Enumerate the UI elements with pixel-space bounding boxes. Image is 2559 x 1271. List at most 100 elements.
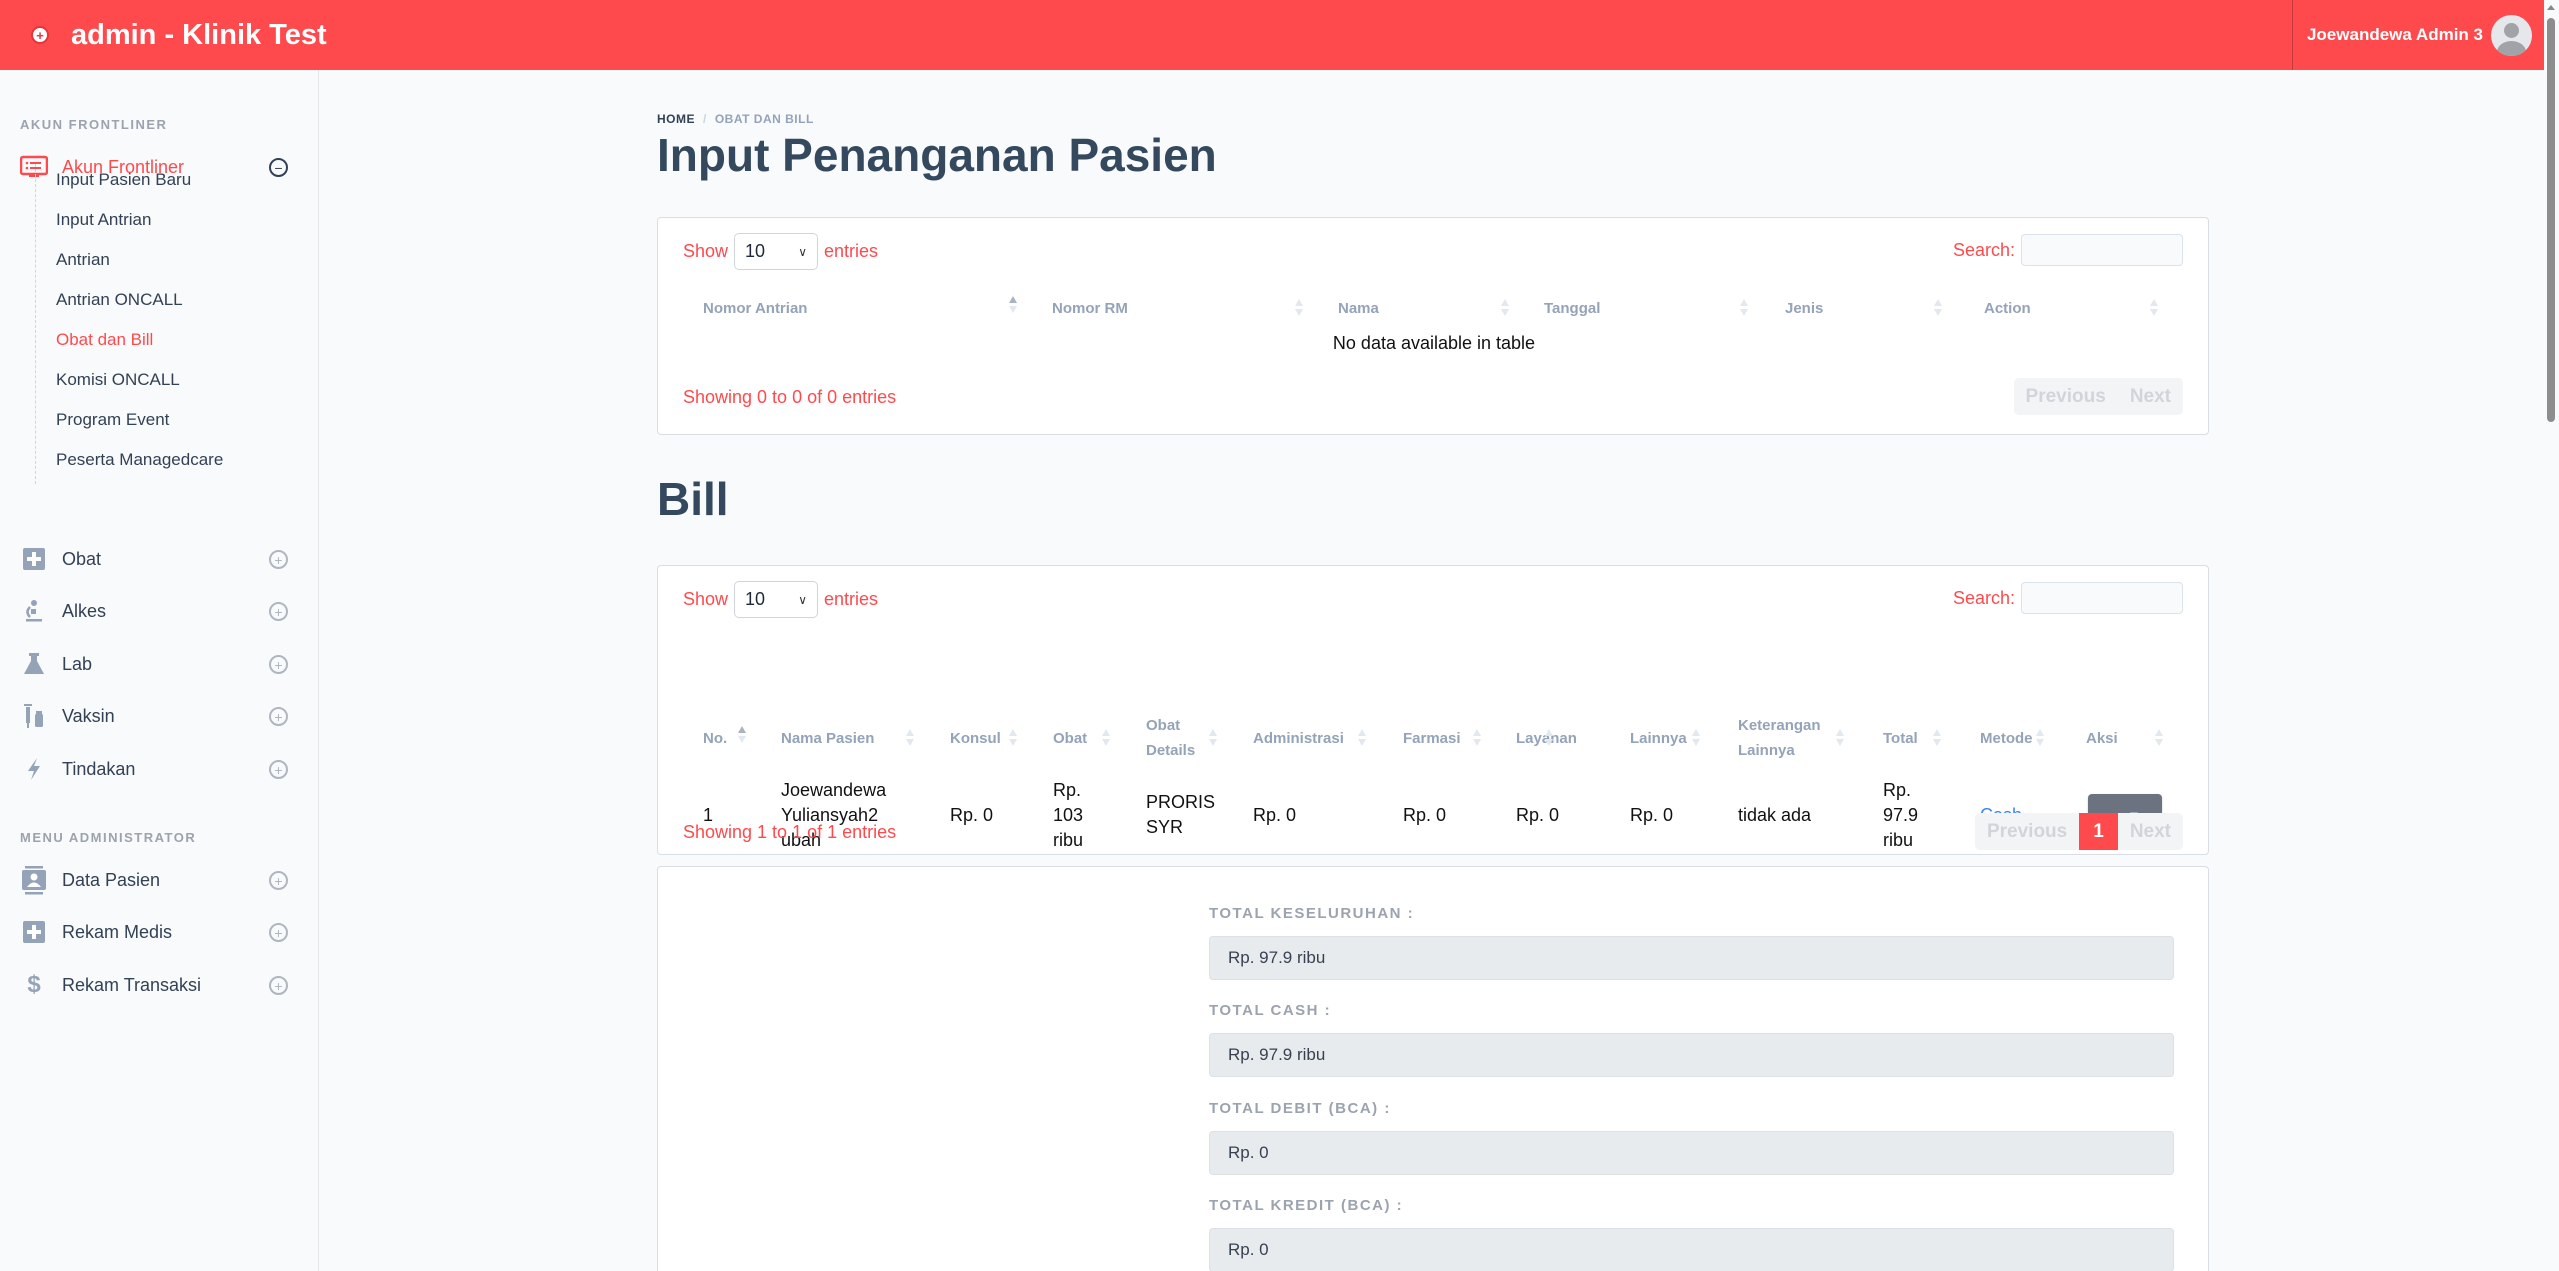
sort-icon[interactable]	[1473, 729, 1481, 747]
col-keterangan-lainnya[interactable]: Keterangan Lainnya	[1738, 717, 1821, 759]
queue-entries-select[interactable]: 10 ∨	[734, 233, 819, 270]
plus-circle-icon[interactable]: +	[269, 923, 288, 942]
sidebar-subitem-antrian-oncall[interactable]: Antrian ONCALL	[56, 290, 183, 309]
col-action[interactable]: Action	[1984, 300, 2031, 317]
sort-icon[interactable]	[1740, 299, 1748, 317]
queue-table-info: Showing 0 to 0 of 0 entries	[683, 387, 897, 407]
sidebar-subitem-obat-dan-bill[interactable]: Obat dan Bill	[56, 330, 154, 349]
dollar-icon: $	[27, 971, 41, 998]
patient-card-icon	[20, 866, 48, 895]
col-no[interactable]: No.	[703, 730, 728, 747]
plus-circle-icon[interactable]: +	[269, 655, 288, 674]
queue-pagination: Previous Next	[2013, 378, 2183, 415]
col-konsul[interactable]: Konsul	[950, 730, 1001, 747]
col-administrasi[interactable]: Administrasi	[1253, 730, 1344, 747]
plus-circle-icon[interactable]: +	[269, 707, 288, 726]
queue-search-input[interactable]	[2021, 234, 2183, 266]
sort-icon[interactable]	[1209, 729, 1217, 747]
sort-icon[interactable]	[1836, 729, 1844, 747]
bill-table-card: Show 10 ∨ entries Search: No. Nama Pasien…	[657, 565, 2209, 855]
sidebar-subitem-komisi-oncall[interactable]: Komisi ONCALL	[56, 370, 180, 389]
col-nama[interactable]: Nama	[1338, 300, 1379, 317]
col-jenis[interactable]: Jenis	[1785, 300, 1824, 317]
col-aksi[interactable]: Aksi	[2086, 730, 2118, 747]
col-tanggal[interactable]: Tanggal	[1544, 300, 1601, 317]
next-button[interactable]: Next	[2129, 820, 2171, 842]
previous-button[interactable]: Previous	[1986, 820, 2068, 842]
col-nomor-antrian[interactable]: Nomor Antrian	[703, 300, 808, 317]
sort-icon[interactable]	[1102, 729, 1110, 747]
sort-asc-icon[interactable]	[738, 726, 746, 744]
sidebar-item-alkes[interactable]: Alkes +	[20, 594, 300, 628]
empty-table-message: No data available in table	[1332, 333, 1536, 353]
sort-icon[interactable]	[2155, 729, 2163, 747]
sidebar-section-akun-frontliner: AKUN FRONTLINER	[20, 117, 168, 132]
queue-table-card: Show 10 ∨ entries Search: Nomor Antrian N…	[657, 217, 2209, 435]
sidebar-item-vaksin[interactable]: Vaksin +	[20, 699, 300, 733]
sidebar-item-rekam-medis[interactable]: Rekam Medis +	[20, 915, 300, 949]
sort-icon[interactable]	[2150, 299, 2158, 317]
sort-asc-icon[interactable]	[1009, 296, 1017, 314]
sort-icon[interactable]	[1934, 299, 1942, 317]
top-navbar: admin - Klinik Test Joewandewa Admin 3	[0, 0, 2544, 70]
bill-entries-select[interactable]: 10 ∨	[734, 581, 819, 618]
sort-icon[interactable]	[1933, 729, 1941, 747]
sidebar-item-label: Akun Frontliner	[62, 156, 185, 177]
sidebar-item-rekam-transaksi[interactable]: $ Rekam Transaksi +	[20, 968, 300, 1002]
sidebar-subitem-antrian[interactable]: Antrian	[56, 250, 110, 269]
sidebar-section-menu-administrator: MENU ADMINISTRATOR	[20, 830, 197, 845]
total-kredit-label: TOTAL KREDIT (BCA) :	[1209, 1197, 1404, 1214]
col-farmasi[interactable]: Farmasi	[1403, 730, 1461, 747]
sidebar-item-obat[interactable]: Obat +	[20, 542, 300, 576]
avatar[interactable]	[2491, 14, 2532, 56]
plus-circle-icon[interactable]: +	[269, 550, 288, 569]
bolt-icon	[20, 755, 48, 783]
previous-button[interactable]: Previous	[2025, 385, 2106, 407]
sort-icon[interactable]	[2036, 729, 2044, 747]
sort-icon[interactable]	[1358, 729, 1366, 747]
sort-icon[interactable]	[1295, 299, 1303, 317]
scroll-up-arrow-icon[interactable]	[2547, 5, 2555, 10]
sidebar-subitem-program-event[interactable]: Program Event	[56, 410, 170, 429]
scrollbar-thumb[interactable]	[2547, 18, 2555, 422]
sidebar-item-lab[interactable]: Lab +	[20, 647, 300, 681]
user-menu[interactable]: Joewandewa Admin 3	[2291, 0, 2544, 70]
next-button[interactable]: Next	[2129, 385, 2171, 407]
entries-value: 10	[745, 589, 766, 609]
col-obat[interactable]: Obat	[1053, 730, 1088, 747]
sidebar-subitem-input-antrian[interactable]: Input Antrian	[56, 210, 152, 229]
sidebar-item-data-pasien[interactable]: Data Pasien +	[20, 863, 300, 897]
sidebar-item-tindakan[interactable]: Tindakan +	[20, 752, 300, 786]
user-name[interactable]: Joewandewa Admin 3	[2306, 25, 2483, 44]
app-title[interactable]: admin - Klinik Test	[71, 18, 327, 51]
search-label: Search:	[1952, 587, 2015, 608]
cell-obat: Rp. 103 ribu	[1053, 780, 1084, 850]
col-lainnya[interactable]: Lainnya	[1630, 730, 1687, 747]
sidebar-item-label: Rekam Medis	[62, 921, 173, 942]
col-obat-details[interactable]: Obat Details	[1146, 717, 1196, 759]
sort-icon[interactable]	[1009, 729, 1017, 747]
plus-circle-icon[interactable]: +	[269, 760, 288, 779]
col-nama-pasien[interactable]: Nama Pasien	[781, 730, 875, 747]
col-nomor-rm[interactable]: Nomor RM	[1052, 300, 1128, 317]
plus-circle-icon[interactable]: +	[269, 871, 288, 890]
minus-circle-icon[interactable]: −	[269, 158, 288, 177]
sidebar-subitem-peserta-managedcare[interactable]: Peserta Managedcare	[56, 450, 224, 469]
breadcrumb-home[interactable]: HOME	[657, 112, 695, 126]
sidebar-subitem-input-pasien-baru[interactable]: Input Pasien Baru	[56, 170, 192, 189]
col-layanan[interactable]: Layanan	[1516, 730, 1577, 747]
total-keseluruhan-field: Rp. 97.9 ribu	[1209, 936, 2174, 980]
plus-circle-icon[interactable]: +	[269, 976, 288, 995]
sort-icon[interactable]	[1692, 729, 1700, 747]
col-total[interactable]: Total	[1883, 730, 1918, 747]
bill-search-input[interactable]	[2021, 582, 2183, 614]
sort-icon[interactable]	[906, 729, 914, 747]
plus-circle-icon[interactable]: +	[269, 602, 288, 621]
chevron-down-icon: ∨	[798, 244, 808, 259]
cell-farmasi: Rp. 0	[1403, 805, 1447, 825]
col-metode[interactable]: Metode	[1980, 730, 2033, 747]
sort-icon[interactable]	[1501, 299, 1509, 317]
sort-icon[interactable]	[1545, 729, 1553, 747]
page-1-button[interactable]: 1	[2079, 813, 2118, 850]
page-scrollbar[interactable]	[2544, 0, 2559, 1271]
